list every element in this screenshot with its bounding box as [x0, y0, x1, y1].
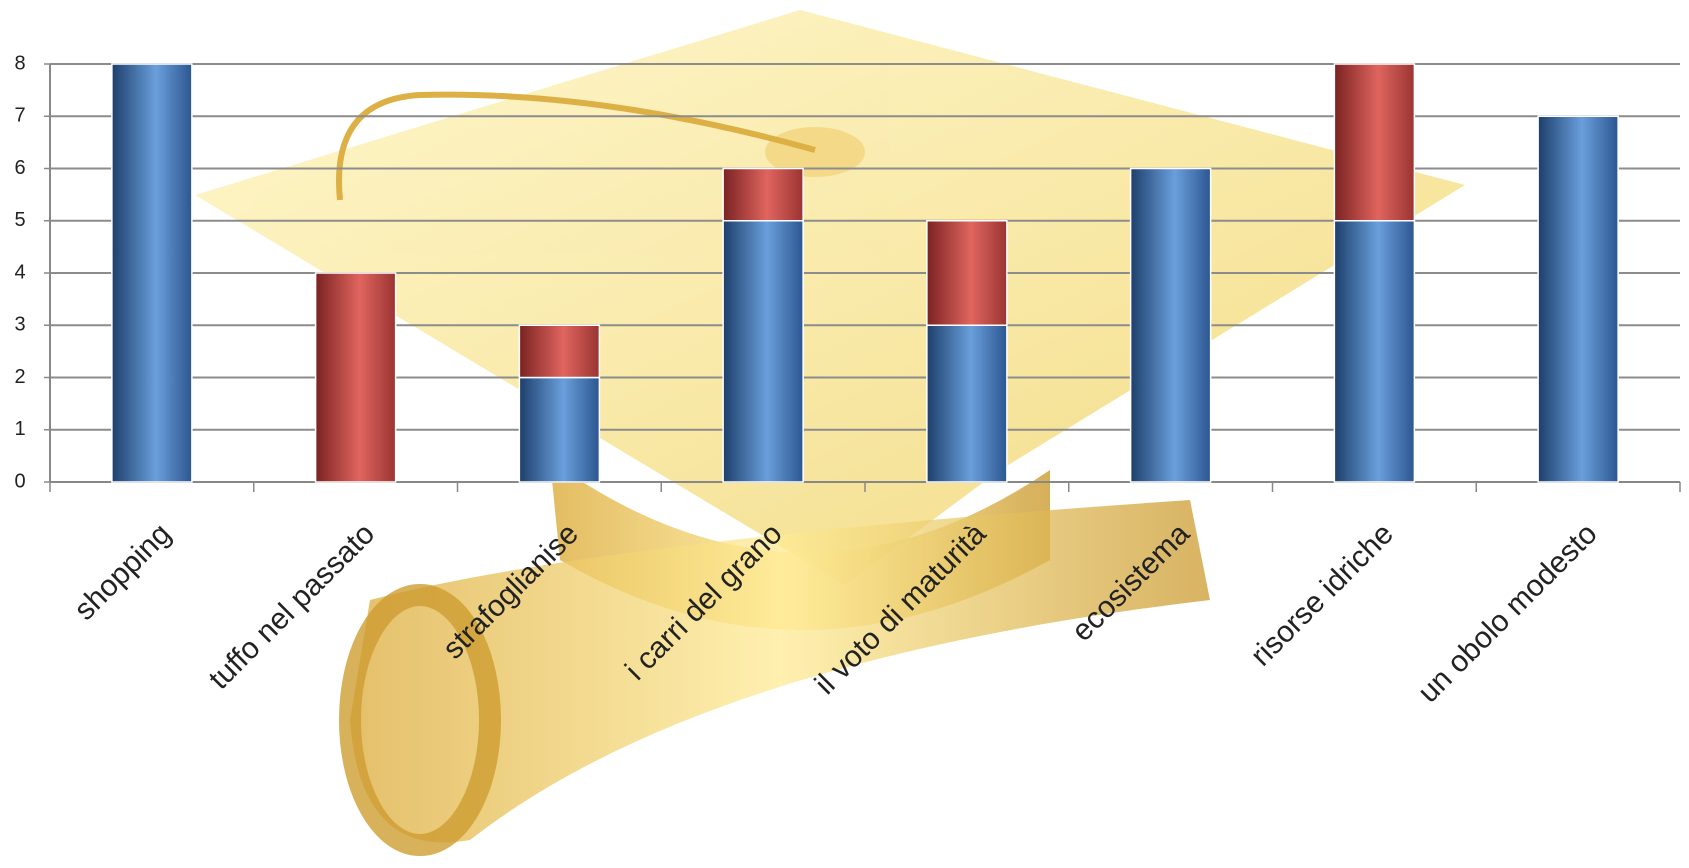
bar-segment [1333, 220, 1416, 483]
bar-segment [722, 167, 804, 222]
y-tick-label: 0 [14, 470, 25, 492]
bar-segment [518, 324, 601, 379]
y-tick-label: 1 [14, 418, 25, 440]
y-tick-label: 4 [14, 261, 25, 283]
bar-segment [111, 63, 193, 483]
y-tick-label: 5 [14, 209, 25, 231]
bar-segment [1129, 167, 1212, 483]
background-art [195, 10, 1465, 856]
bar-segment [314, 272, 397, 483]
x-tick-label: risorse idriche [1245, 517, 1400, 672]
y-tick-label: 3 [14, 314, 25, 336]
bar-segment [722, 220, 804, 483]
bar-segment [1537, 115, 1619, 483]
x-tick-label: un obolo modesto [1412, 517, 1604, 709]
y-tick-label: 8 [14, 52, 25, 74]
x-tick-label: shopping [68, 517, 177, 626]
y-tick-label: 2 [14, 366, 25, 388]
bar-segment [518, 376, 601, 483]
bar-segment [1333, 63, 1416, 222]
y-tick-label: 6 [14, 157, 25, 179]
bar-segment [926, 220, 1008, 326]
y-tick-label: 7 [14, 105, 25, 127]
bar-segment [926, 324, 1008, 483]
